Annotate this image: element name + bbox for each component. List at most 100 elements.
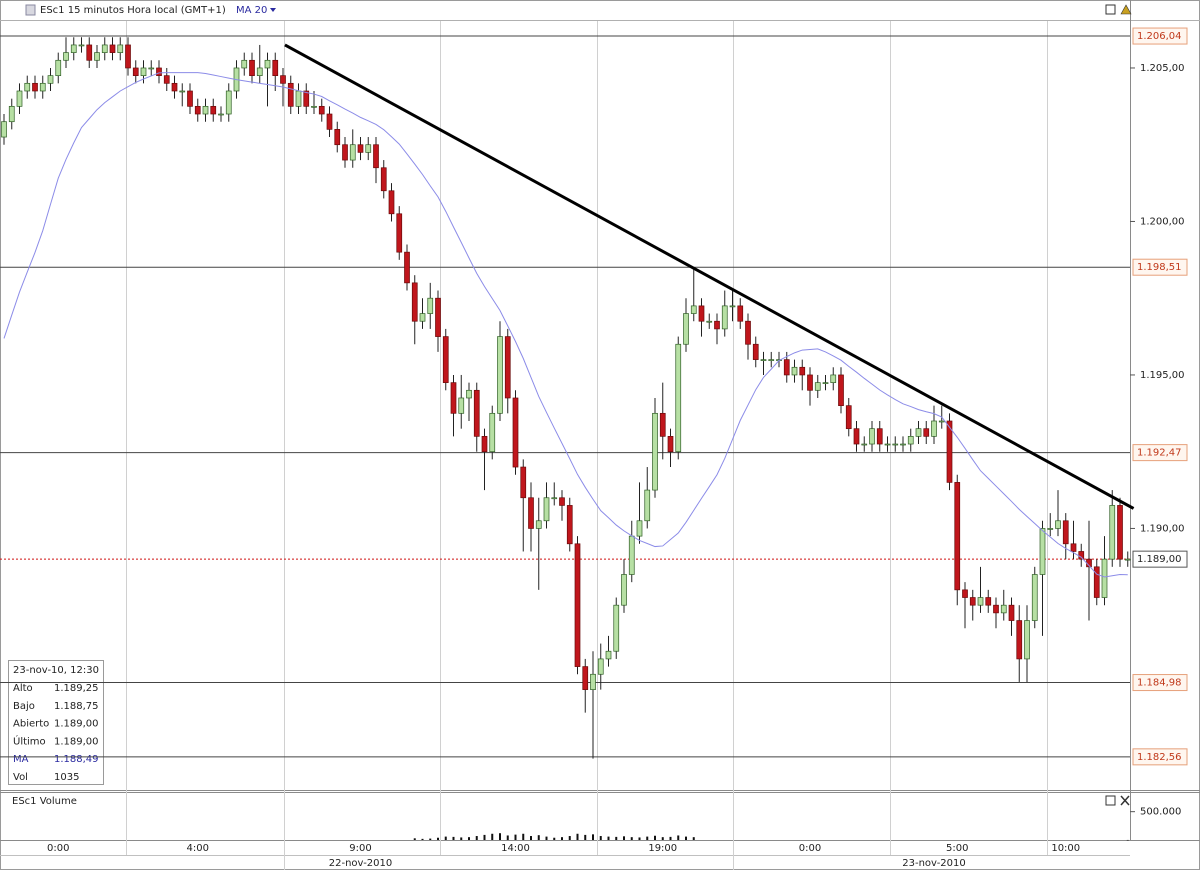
maximize-button[interactable]	[1105, 4, 1116, 15]
volume-bar	[561, 837, 563, 840]
candle-body	[683, 313, 689, 345]
candle-body	[551, 497, 558, 500]
x-tick-label: 19:00	[648, 843, 677, 854]
volume-bar	[483, 834, 486, 840]
y-tick-label: 1.195,00	[1140, 370, 1185, 381]
candle-body	[644, 489, 651, 522]
candle-body	[334, 129, 341, 146]
candle-body	[861, 443, 868, 446]
candle-body	[349, 144, 356, 161]
volume-title: ESc1 Volume	[12, 796, 77, 807]
candle-body	[264, 59, 271, 69]
candle-body	[249, 59, 255, 76]
y-tick-label: 1.200,00	[1140, 216, 1185, 227]
candle-body	[132, 67, 139, 76]
candle-body	[566, 505, 573, 545]
volume-bar	[615, 836, 618, 840]
candle-body	[148, 67, 155, 70]
level-label: 1.206,04	[1137, 31, 1182, 42]
alert-icon[interactable]	[1120, 4, 1132, 15]
candle-body	[582, 666, 589, 690]
candle-body	[830, 374, 837, 383]
candle-body	[768, 359, 775, 361]
volume-maximize-button[interactable]	[1105, 795, 1116, 806]
candle-body	[1039, 528, 1046, 575]
x-tick-label: 14:00	[501, 843, 530, 854]
candle-body	[1, 121, 7, 138]
candle-body	[419, 313, 426, 322]
candle-body	[63, 52, 69, 61]
volume-bar	[568, 836, 571, 840]
candle-body	[427, 297, 434, 314]
x-tick-label: 0:00	[47, 843, 69, 854]
candle-body	[729, 305, 736, 308]
info-box-key: MA	[13, 754, 29, 765]
candle-body	[1055, 520, 1061, 529]
candle-body	[8, 105, 15, 123]
volume-bar	[669, 836, 672, 840]
candle-body	[78, 44, 85, 47]
indicator-menu-arrow[interactable]	[270, 8, 276, 12]
candle-body	[210, 105, 217, 115]
volume-bar	[654, 835, 656, 840]
candle-body	[838, 374, 844, 407]
level-label-box	[1132, 748, 1188, 766]
volume-bar	[452, 836, 455, 840]
volume-bar	[638, 837, 641, 840]
volume-bar	[530, 836, 532, 840]
candle-body	[218, 113, 224, 116]
candle-body	[466, 389, 472, 399]
candle-body	[574, 543, 581, 667]
candle-body	[55, 59, 62, 76]
info-box-key: Alto	[13, 683, 33, 694]
candle-body	[667, 436, 674, 453]
candle-body	[272, 59, 279, 76]
volume-bar	[468, 837, 470, 840]
candle-body	[1024, 620, 1030, 660]
candle-body	[1047, 528, 1054, 530]
candle-body	[698, 305, 705, 322]
candle-body	[853, 428, 860, 445]
volume-y-tick-label: 500.000	[1140, 807, 1181, 818]
candle-body	[481, 436, 488, 453]
volume-bar	[1126, 839, 1129, 841]
candle-body	[70, 44, 77, 53]
candle-body	[326, 113, 333, 130]
candle-body	[504, 336, 511, 399]
volume-bar	[506, 835, 509, 840]
level-label-box	[1132, 444, 1188, 462]
candle-body	[907, 436, 914, 445]
candle-body	[1124, 558, 1131, 561]
candle-body	[675, 343, 682, 453]
candle-body	[745, 320, 751, 345]
info-box-value: 1.189,25	[54, 683, 99, 694]
candle-body	[822, 382, 829, 384]
candle-body	[47, 75, 54, 84]
candle-body	[993, 604, 999, 614]
volume-close-button[interactable]	[1120, 795, 1130, 806]
candle-body	[241, 59, 248, 69]
symbol-icon[interactable]	[25, 4, 36, 16]
candle-body	[125, 44, 131, 69]
candle-body	[931, 420, 937, 437]
candle-body	[287, 82, 294, 107]
session-separators	[126, 21, 1048, 870]
candle-body	[783, 359, 790, 376]
candle-body	[954, 482, 961, 591]
volume-bar	[437, 837, 439, 840]
candle-body	[1000, 604, 1007, 614]
volume-bar	[522, 833, 525, 840]
candle-body	[140, 67, 147, 76]
trendline	[284, 43, 1135, 510]
candle-body	[194, 105, 201, 115]
volume-bar	[599, 836, 602, 840]
candle-body	[636, 520, 643, 537]
info-box: 23-nov-10, 12:30 Alto 1.189,25 Bajo 1.188,75…	[8, 660, 104, 785]
candle-body	[380, 167, 387, 192]
info-box-title: 23-nov-10, 12:30	[13, 665, 99, 676]
indicator-label[interactable]: MA 20	[236, 5, 267, 16]
candle-body	[760, 359, 767, 361]
candle-body	[706, 320, 713, 323]
volume-bar	[444, 836, 447, 840]
